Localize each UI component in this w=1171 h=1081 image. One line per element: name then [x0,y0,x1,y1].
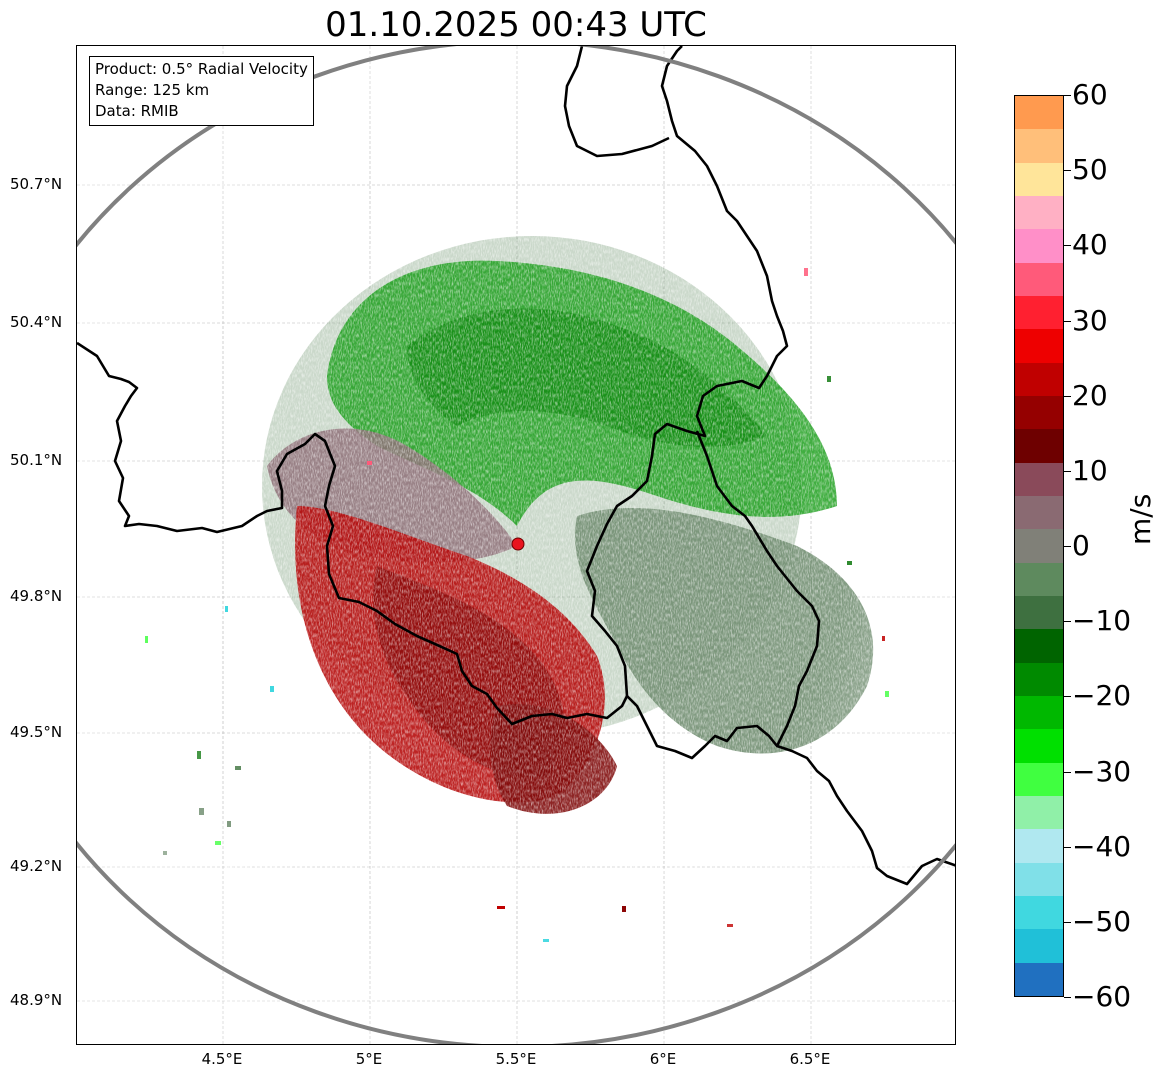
colorbar-tick-label: 60 [1072,78,1108,111]
colorbar-segment [1015,129,1063,164]
colorbar-segment [1015,462,1063,497]
lon-label-5-5: 5.5°E [495,1050,537,1068]
lon-label-6-5: 6.5°E [789,1050,831,1068]
lat-label-49-5: 49.5°N [10,723,63,741]
colorbar-segment [1015,662,1063,697]
lon-label-6: 6°E [649,1050,677,1068]
colorbar-segment [1015,696,1063,731]
colorbar-tick [1064,470,1071,472]
colorbar-tick-label: 40 [1072,228,1108,262]
lat-label-50-7: 50.7°N [10,175,63,193]
colorbar-segment [1015,962,1063,996]
colorbar-segment [1015,329,1063,364]
colorbar-tick-label: 20 [1072,378,1108,412]
colorbar-segment [1015,796,1063,831]
colorbar-segment [1015,162,1063,197]
colorbar-segment [1015,529,1063,564]
info-product: Product: 0.5° Radial Velocity [95,60,308,78]
lat-label-50-1: 50.1°N [10,451,63,469]
colorbar-tick [1064,320,1071,322]
colorbar-tick-label: 10 [1072,453,1108,487]
colorbar-tick [1064,621,1071,623]
info-range: Range: 125 km [95,81,210,99]
colorbar-segment [1015,562,1063,597]
colorbar-tick [1064,546,1071,547]
colorbar-tick [1064,170,1071,172]
radar-site-marker [511,537,525,551]
colorbar-tick-label: 30 [1072,303,1108,337]
colorbar-tick [1064,245,1071,247]
colorbar-tick [1064,95,1071,96]
lat-label-50-4: 50.4°N [10,313,63,331]
colorbar-segment [1015,629,1063,664]
border-luxembourg [585,46,789,697]
colorbar-segment [1015,729,1063,764]
lat-label-48-9: 48.9°N [10,991,63,1009]
colorbar-tick-label: −60 [1072,980,1132,1013]
colorbar-segment [1015,762,1063,797]
colorbar-tick [1064,395,1071,397]
info-data-source: Data: RMIB [95,102,179,120]
colorbar-tick-label: −50 [1072,904,1132,938]
colorbar-segment [1015,362,1063,397]
colorbar-tick [1064,921,1071,923]
colorbar-tick-label: −30 [1072,754,1132,788]
colorbar-tick-label: −10 [1072,604,1132,638]
colorbar-segment [1015,196,1063,231]
colorbar-segment [1015,896,1063,931]
country-borders [77,46,955,886]
colorbar-unit-label: m/s [1124,493,1157,545]
border-luxembourg-france [626,695,955,886]
colorbar-tick-label: −20 [1072,679,1132,713]
colorbar-segment [1015,296,1063,331]
radar-map[interactable] [76,45,956,1045]
colorbar-tick [1064,997,1071,998]
colorbar-tick [1064,846,1071,848]
border-north [563,46,670,158]
map-title: 01.10.2025 00:43 UTC [325,5,707,45]
colorbar-tick-label: 0 [1072,529,1090,562]
colorbar-segment [1015,396,1063,431]
colorbar-segment [1015,929,1063,964]
lat-label-49-2: 49.2°N [10,857,63,875]
radar-map-canvas [77,46,955,1044]
product-info-box: Product: 0.5° Radial Velocity Range: 125… [89,56,314,126]
colorbar-tick [1064,696,1071,698]
lon-label-5: 5°E [355,1050,383,1068]
lat-label-49-8: 49.8°N [10,587,63,605]
colorbar-tick-label: 50 [1072,153,1108,187]
velocity-colorbar [1014,95,1064,997]
colorbar-segment [1015,429,1063,464]
colorbar-segment [1015,262,1063,297]
colorbar-tick-label: −40 [1072,829,1132,863]
border-germany-east [695,430,821,747]
border-belgium-france [77,341,629,726]
colorbar-segment [1015,829,1063,864]
colorbar-segment [1015,229,1063,264]
colorbar-segment [1015,496,1063,531]
colorbar-tick [1064,771,1071,773]
colorbar-segment [1015,862,1063,897]
colorbar-segment [1015,96,1063,131]
lon-label-4-5: 4.5°E [201,1050,243,1068]
colorbar-segment [1015,596,1063,631]
